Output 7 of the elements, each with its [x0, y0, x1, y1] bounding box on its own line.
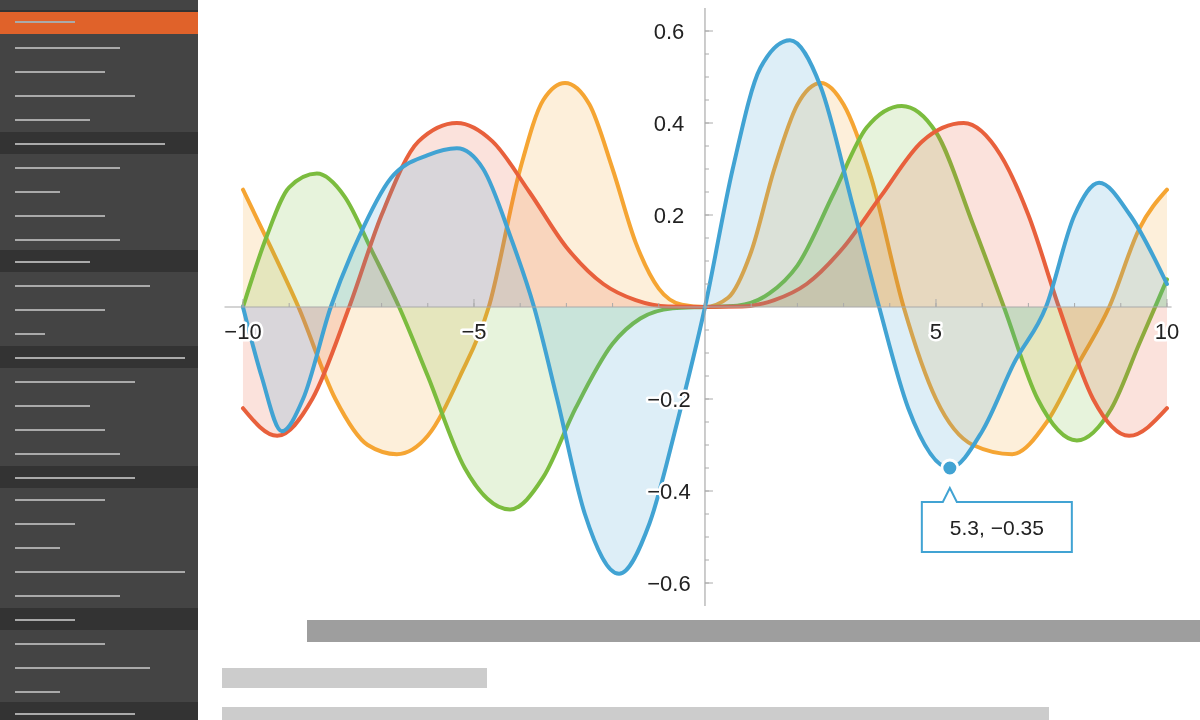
- y-tick-label: 0.2: [653, 203, 685, 228]
- annotation: 5.3, −0.35: [949, 516, 1044, 539]
- y-tick-label: 0.6: [653, 19, 685, 44]
- x-tick-label: 5: [929, 319, 943, 344]
- y-tick-label: −0.6: [647, 571, 691, 596]
- x-tick-label: 10: [1154, 319, 1180, 344]
- y-tick-label: 0.4: [653, 111, 685, 136]
